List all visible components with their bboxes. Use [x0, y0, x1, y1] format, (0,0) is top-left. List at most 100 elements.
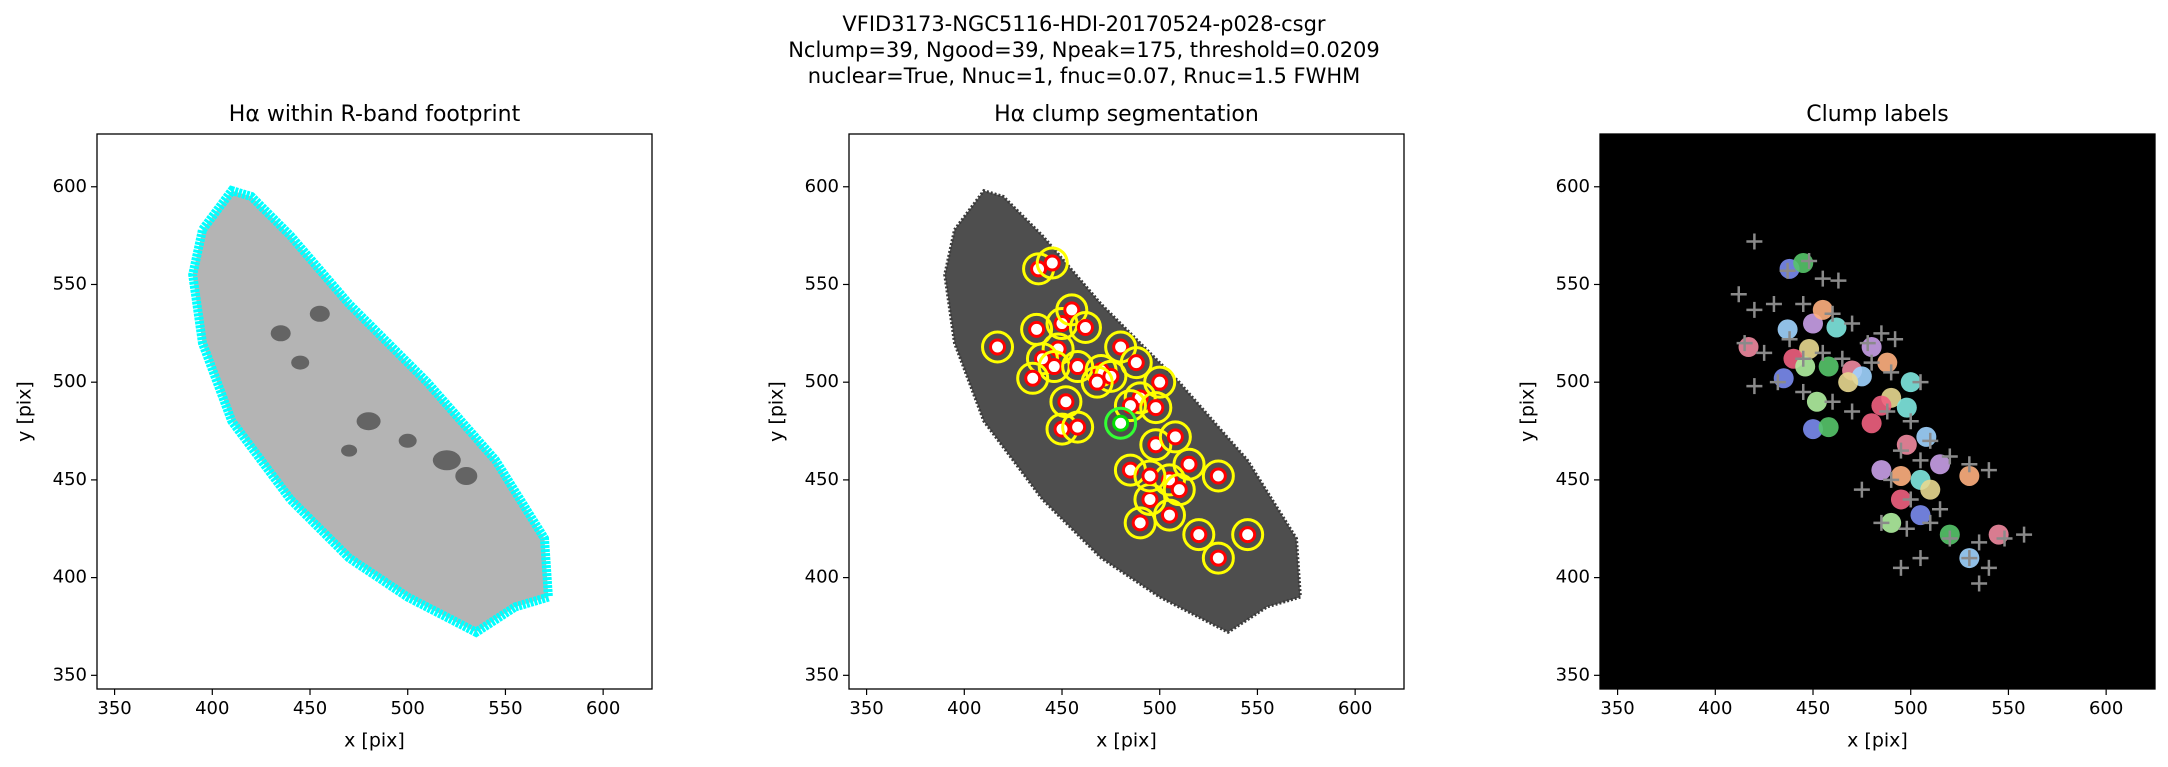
- peak-marker: [1736, 335, 1753, 352]
- peak-marker: [1844, 403, 1861, 420]
- peak-marker: [1971, 534, 1988, 551]
- clump-marker: [1057, 393, 1075, 411]
- clump-marker: [1045, 358, 1063, 376]
- x-axis-label: x [pix]: [1096, 730, 1157, 752]
- peak-marker: [1898, 520, 1915, 537]
- clump-label-region: [1738, 337, 1759, 358]
- clump-marker: [1160, 506, 1178, 524]
- clump-marker: [1239, 526, 1257, 544]
- y-axis-label: y [pix]: [14, 381, 36, 442]
- peak-marker: [1824, 305, 1841, 322]
- peak-marker: [1883, 471, 1900, 488]
- clump-marker: [1112, 414, 1130, 432]
- peak-marker: [1779, 262, 1796, 279]
- clump-label-region: [1871, 460, 1892, 481]
- clump-contour: [1139, 391, 1173, 425]
- x-tick-label: 350: [1600, 698, 1634, 719]
- clump-contour: [1119, 346, 1153, 380]
- peak-marker: [1795, 350, 1812, 367]
- y-tick-label: 350: [805, 664, 839, 685]
- dark-region: [432, 450, 461, 471]
- x-tick-label: 450: [1045, 698, 1079, 719]
- panel-title: Hα within R-band footprint: [229, 102, 521, 127]
- clump-label-region: [1959, 465, 1980, 486]
- peak-marker: [1814, 344, 1831, 361]
- peak-marker: [1902, 491, 1919, 508]
- peak-marker: [1781, 331, 1798, 348]
- peak-marker: [1801, 253, 1818, 270]
- clump-marker: [1043, 254, 1061, 272]
- y-axis-label: y [pix]: [1517, 381, 1539, 442]
- clump-contour: [1104, 406, 1138, 440]
- clump-marker: [1209, 549, 1227, 567]
- x-tick-label: 450: [1796, 698, 1830, 719]
- x-tick-label: 450: [293, 698, 327, 719]
- y-axis-label: y [pix]: [766, 381, 788, 442]
- dark-region: [309, 305, 330, 322]
- peak-marker: [1859, 335, 1876, 352]
- x-tick-label: 500: [1894, 698, 1928, 719]
- peak-marker: [1746, 378, 1763, 395]
- clump-contour: [1068, 310, 1102, 344]
- x-tick-label: 400: [195, 698, 229, 719]
- x-tick-label: 550: [1240, 698, 1274, 719]
- x-tick-label: 500: [1143, 698, 1177, 719]
- clump-marker: [1127, 354, 1145, 372]
- peak-marker: [1853, 481, 1870, 498]
- dark-region: [291, 355, 310, 370]
- peak-marker: [1795, 296, 1812, 313]
- y-tick-label: 500: [805, 371, 839, 392]
- panel: 350 400 450 500 550 600 350 400 450 500 550 600 Clum…: [1517, 102, 2156, 752]
- x-axis-label: x [pix]: [344, 730, 405, 752]
- suptitle: Nclump=39, Ngood=39, Npeak=175, threshol…: [788, 38, 1380, 62]
- y-tick-label: 350: [1556, 664, 1590, 685]
- peak-marker: [1922, 514, 1939, 531]
- plot-frame: [1599, 133, 2156, 690]
- clump-marker: [1170, 481, 1188, 499]
- x-tick-label: 550: [1991, 698, 2025, 719]
- clump-marker: [1151, 373, 1169, 391]
- clump-marker: [1180, 455, 1198, 473]
- peak-marker: [1883, 364, 1900, 381]
- y-tick-label: 350: [53, 664, 87, 685]
- peak-marker: [1941, 448, 1958, 465]
- clump-marker: [1112, 338, 1130, 356]
- y-tick-label: 600: [1556, 176, 1590, 197]
- x-tick-label: 600: [586, 698, 620, 719]
- peak-marker: [1814, 270, 1831, 287]
- clump-label-region: [1795, 356, 1816, 377]
- clump-label-region: [1803, 419, 1824, 440]
- clump-contour: [1182, 518, 1216, 552]
- y-tick-label: 550: [805, 273, 839, 294]
- dark-region: [398, 433, 417, 448]
- y-tick-label: 550: [53, 273, 87, 294]
- y-tick-label: 400: [805, 567, 839, 588]
- clump-marker: [1069, 418, 1087, 436]
- clump-label-region: [1826, 317, 1847, 338]
- x-tick-label: 550: [488, 698, 522, 719]
- clump-contour: [1035, 246, 1069, 280]
- dark-region: [270, 325, 291, 342]
- clump-label-region: [1920, 479, 1941, 500]
- clump-label-region: [1861, 413, 1882, 434]
- clump-contour: [1113, 389, 1147, 423]
- peak-marker: [1980, 462, 1997, 479]
- peak-marker: [1746, 233, 1763, 250]
- clump-marker: [1147, 399, 1165, 417]
- peak-marker: [1941, 530, 1958, 547]
- clump-label-region: [1812, 299, 1833, 320]
- x-tick-label: 350: [849, 698, 883, 719]
- dark-region: [455, 467, 478, 485]
- x-axis-label: x [pix]: [1847, 730, 1908, 752]
- clump-label-region: [1818, 417, 1839, 438]
- clump-marker: [1063, 301, 1081, 319]
- peak-marker: [1922, 432, 1939, 449]
- clump-label-region: [1818, 356, 1839, 377]
- clump-label-region: [1777, 319, 1798, 340]
- clump-label-region: [1838, 372, 1859, 393]
- plot-frame: [848, 133, 1405, 690]
- clump-marker: [1141, 490, 1159, 508]
- clump-label-region: [1881, 512, 1902, 533]
- peak-marker: [1834, 350, 1851, 367]
- clump-contour: [1133, 459, 1167, 493]
